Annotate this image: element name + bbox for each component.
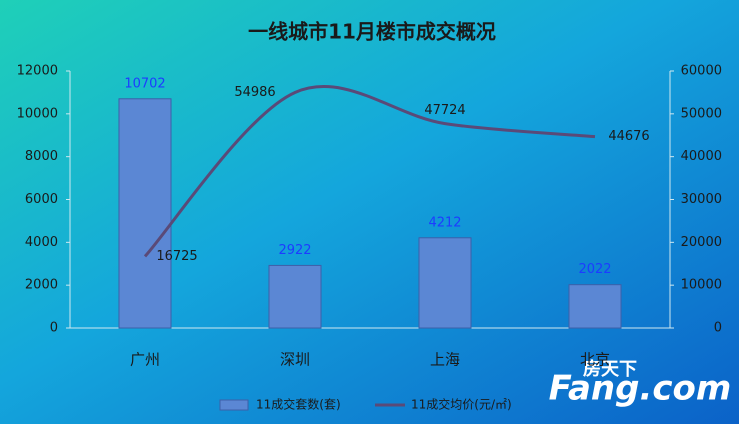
y2-tick-label: 40000 [681, 149, 722, 164]
x-tick-label: 广州 [130, 351, 160, 369]
watermark-en: Fang.com [549, 369, 732, 409]
y-tick-label: 12000 [17, 64, 58, 79]
x-tick-label: 深圳 [280, 351, 310, 369]
line-value-label: 44676 [608, 129, 649, 144]
legend-label: 11成交套数(套) [256, 397, 341, 412]
y-tick-label: 8000 [25, 149, 58, 164]
y-tick-label: 2000 [25, 278, 58, 293]
line-value-label: 16725 [156, 249, 197, 264]
legend-label: 11成交均价(元/㎡) [411, 397, 512, 412]
bar-value-label: 10702 [124, 76, 165, 91]
y2-tick-label: 50000 [681, 106, 722, 121]
y2-tick-label: 30000 [681, 192, 722, 207]
bar-value-label: 2922 [278, 243, 311, 258]
y2-tick-label: 0 [714, 321, 722, 336]
y-tick-label: 10000 [17, 106, 58, 121]
y-tick-label: 6000 [25, 192, 58, 207]
x-tick-label: 上海 [430, 351, 460, 369]
bar [568, 284, 622, 329]
line-value-label: 47724 [424, 103, 465, 118]
y-tick-label: 0 [50, 321, 58, 336]
legend-swatch [219, 399, 249, 411]
x-tick-label: 北京 [580, 351, 610, 369]
bar [118, 98, 172, 329]
y2-tick-label: 10000 [681, 278, 722, 293]
y-tick-label: 4000 [25, 235, 58, 250]
bar-value-label: 4212 [428, 215, 461, 230]
bar [418, 237, 472, 329]
bar-value-label: 2022 [578, 262, 611, 277]
watermark-cn: 房天下 [583, 358, 637, 380]
chart-title: 一线城市11月楼市成交概况 [248, 20, 496, 44]
y2-tick-label: 20000 [681, 235, 722, 250]
bar [268, 264, 322, 329]
price-line [143, 85, 596, 258]
y2-tick-label: 60000 [681, 64, 722, 79]
line-value-label: 54986 [234, 85, 275, 100]
